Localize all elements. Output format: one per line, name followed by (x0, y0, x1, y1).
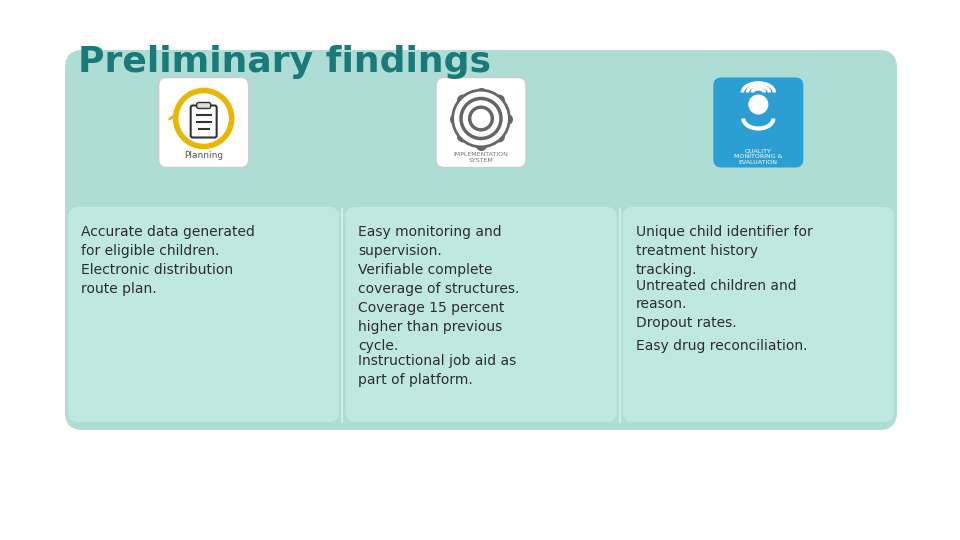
Text: Easy drug reconciliation.: Easy drug reconciliation. (636, 339, 807, 353)
Text: Instructional job aid as
part of platform.: Instructional job aid as part of platfor… (358, 354, 516, 388)
FancyBboxPatch shape (68, 207, 339, 422)
Circle shape (470, 107, 492, 130)
FancyBboxPatch shape (65, 50, 897, 430)
Text: Verifiable complete
coverage of structures.: Verifiable complete coverage of structur… (358, 263, 519, 296)
FancyBboxPatch shape (623, 207, 894, 422)
FancyBboxPatch shape (158, 78, 249, 167)
FancyBboxPatch shape (713, 78, 804, 167)
FancyBboxPatch shape (346, 207, 616, 422)
Text: QUALITY
MONITORING &
EVALUATION: QUALITY MONITORING & EVALUATION (734, 148, 782, 165)
Text: Unique child identifier for
treatment history
tracking.: Unique child identifier for treatment hi… (636, 225, 812, 277)
Circle shape (749, 94, 768, 114)
FancyBboxPatch shape (191, 105, 217, 138)
Text: Planning: Planning (184, 151, 224, 159)
Text: Dropout rates.: Dropout rates. (636, 316, 736, 330)
Text: Easy monitoring and
supervision.: Easy monitoring and supervision. (358, 225, 502, 258)
Text: Coverage 15 percent
higher than previous
cycle.: Coverage 15 percent higher than previous… (358, 301, 505, 353)
Text: Electronic distribution
route plan.: Electronic distribution route plan. (81, 263, 233, 296)
Text: Untreated children and
reason.: Untreated children and reason. (636, 279, 796, 312)
Text: IMPLEMENTATION
SYSTEM: IMPLEMENTATION SYSTEM (453, 152, 509, 164)
Text: Preliminary findings: Preliminary findings (78, 45, 491, 79)
Text: Accurate data generated
for eligible children.: Accurate data generated for eligible chi… (81, 225, 254, 258)
FancyBboxPatch shape (197, 103, 210, 109)
FancyBboxPatch shape (436, 78, 526, 167)
